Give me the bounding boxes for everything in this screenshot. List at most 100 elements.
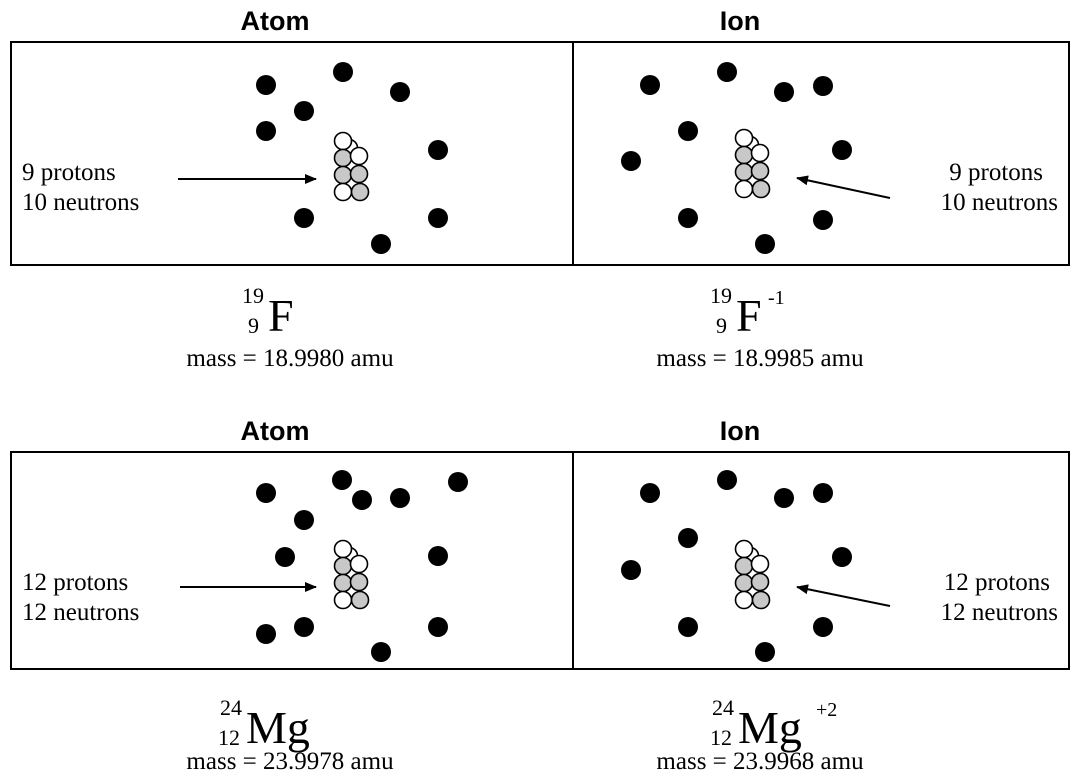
top-ion-nucleon-4: [750, 143, 770, 163]
top-atom-atomic-number: 9: [248, 313, 259, 338]
top-ion-electron-5: [678, 121, 698, 141]
top-ion-electron-6: [621, 151, 641, 171]
bottom-atom-electron-11: [428, 617, 448, 637]
top-atom-electron-1: [256, 75, 276, 95]
bottom-atom-title: Atom: [240, 416, 310, 446]
top-atom-symbol: F: [268, 290, 294, 341]
top-ion-nucleon-6: [750, 161, 770, 181]
top-ion-electron-10: [755, 234, 775, 254]
bottom-ion-notation: 24 12 Mg +2: [710, 695, 870, 755]
top-ion-electron-3: [774, 82, 794, 102]
bottom-ion-atomic-number: 12: [710, 725, 732, 750]
top-atom-electron-3: [390, 82, 410, 102]
bottom-atom-electron-9: [256, 624, 276, 644]
bottom-atom-mass-number: 24: [220, 695, 242, 720]
top-atom-title: Atom: [240, 6, 310, 36]
bottom-atom-mass: mass = 23.9978 amu: [186, 748, 394, 775]
bottom-ion-mass: mass = 23.9968 amu: [656, 748, 864, 775]
top-ion-electron-1: [640, 75, 660, 95]
bottom-atom-nucleon-3: [333, 556, 353, 576]
top-atom-notation: 19 9 F: [242, 283, 342, 343]
top-atom-nucleon-2: [333, 131, 353, 151]
top-ion-electron-9: [813, 210, 833, 230]
top-atom-mass-number: 19: [242, 283, 264, 308]
bottom-atom-electron-6: [294, 510, 314, 530]
top-atom-mass: mass = 18.9980 amu: [186, 345, 394, 372]
bottom-ion-electron-10: [755, 642, 775, 662]
bottom-ion-nucleon-7: [734, 590, 754, 610]
bottom-atom-electron-12: [371, 642, 391, 662]
bottom-ion-mass-number: 24: [712, 695, 734, 720]
bottom-ion-electron-1: [640, 483, 660, 503]
top-ion-electron-4: [813, 76, 833, 96]
bottom-atom-electron-5: [448, 472, 468, 492]
bottom-atom-nucleon-2: [333, 539, 353, 559]
top-atom-nucleon-6: [349, 164, 369, 184]
top-ion-nucleon-7: [734, 179, 754, 199]
bottom-ion-protons: 12 protons: [943, 569, 1050, 596]
bottom-divider: [572, 451, 574, 670]
bottom-ion-electron-8: [678, 617, 698, 637]
bottom-atom-protons: 12 protons: [22, 569, 129, 596]
bottom-atom-nucleon-8: [350, 590, 370, 610]
top-ion-label: 9 protons 10 neutrons: [941, 158, 1058, 218]
bottom-ion-electron-2: [717, 470, 737, 490]
top-atom-electron-5: [256, 121, 276, 141]
bottom-atom-label: 12 protons 12 neutrons: [22, 568, 139, 628]
bottom-atom-atomic-number: 12: [218, 725, 240, 750]
bottom-atom-electron-10: [294, 617, 314, 637]
bottom-atom-electron-4: [390, 488, 410, 508]
top-atom-electron-8: [428, 208, 448, 228]
top-ion-electron-7: [832, 140, 852, 160]
bottom-ion-arrow: [796, 584, 891, 607]
top-ion-nucleon-5: [734, 162, 754, 182]
top-atom-electron-6: [428, 140, 448, 160]
top-ion-mass: mass = 18.9985 amu: [656, 345, 864, 372]
top-ion-protons: 9 protons: [949, 159, 1043, 186]
top-ion-symbol: F: [736, 290, 762, 341]
top-ion-charge: -1: [768, 287, 785, 309]
bottom-atom-notation: 24 12 Mg: [218, 695, 358, 755]
bottom-atom-nucleon-6: [349, 572, 369, 592]
top-ion-arrow: [796, 175, 891, 199]
bottom-ion-electron-7: [832, 547, 852, 567]
top-atom-electron-7: [294, 208, 314, 228]
top-atom-electron-2: [333, 62, 353, 82]
bottom-ion-title: Ion: [719, 416, 761, 446]
bottom-ion-nucleon-3: [734, 556, 754, 576]
top-ion-nucleon-3: [734, 145, 754, 165]
bottom-ion-electron-3: [774, 488, 794, 508]
bottom-atom-electron-2: [332, 470, 352, 490]
top-atom-electron-9: [371, 234, 391, 254]
bottom-atom-symbol: Mg: [246, 702, 310, 753]
top-divider: [572, 41, 574, 266]
bottom-ion-electron-6: [621, 560, 641, 580]
bottom-ion-electron-4: [813, 483, 833, 503]
bottom-ion-label: 12 protons 12 neutrons: [941, 568, 1058, 628]
top-ion-nucleon-8: [751, 179, 771, 199]
top-atom-nucleon-3: [333, 148, 353, 168]
top-ion-electron-8: [678, 208, 698, 228]
bottom-ion-nucleon-5: [734, 573, 754, 593]
top-atom-nucleon-7: [333, 182, 353, 202]
bottom-atom-electron-8: [428, 546, 448, 566]
top-ion-electron-2: [717, 62, 737, 82]
bottom-atom-electron-1: [256, 483, 276, 503]
bottom-ion-nucleon-2: [734, 539, 754, 559]
bottom-atom-nucleon-4: [349, 554, 369, 574]
top-atom-nucleon-5: [333, 165, 353, 185]
top-atom-nucleon-8: [350, 182, 370, 202]
top-atom-electron-4: [294, 101, 314, 121]
bottom-ion-nucleon-6: [750, 572, 770, 592]
bottom-ion-electron-5: [678, 528, 698, 548]
bottom-ion-neutrons: 12 neutrons: [940, 599, 1058, 626]
bottom-ion-electron-9: [813, 617, 833, 637]
top-diagram-box: [10, 41, 1070, 266]
bottom-ion-charge: +2: [816, 699, 838, 721]
top-ion-mass-number: 19: [710, 283, 732, 308]
bottom-atom-electron-7: [275, 547, 295, 567]
top-ion-title: Ion: [719, 6, 761, 36]
bottom-atom-nucleon-5: [333, 573, 353, 593]
top-ion-nucleon-2: [734, 128, 754, 148]
